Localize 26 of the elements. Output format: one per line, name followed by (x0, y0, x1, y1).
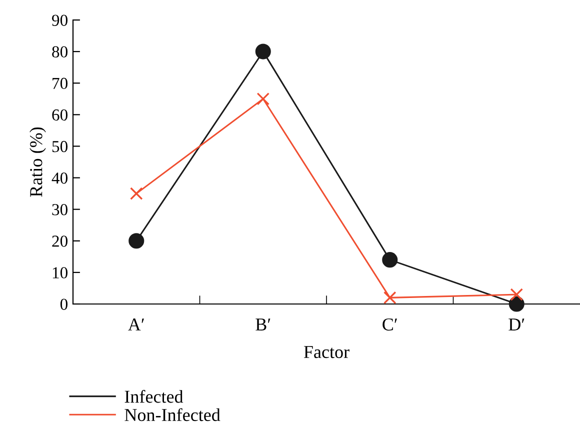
y-tick-label: 80 (52, 46, 68, 58)
y-tick-label: 60 (52, 109, 68, 121)
x-tick-label: D′ (508, 318, 524, 330)
legend-label: Infected (124, 390, 184, 403)
point (383, 291, 396, 304)
x-axis-title: Factor (304, 346, 350, 358)
x-tick-label: A′ (128, 318, 144, 330)
y-tick-label: 70 (52, 78, 68, 90)
point (382, 252, 398, 268)
point (256, 92, 270, 106)
y-axis-title: Ratio (%) (30, 127, 46, 197)
legend-label: Non-Infected (124, 408, 220, 422)
point (255, 44, 271, 60)
y-tick-label: 10 (52, 267, 68, 278)
y-tick-label: 0 (60, 298, 68, 310)
y-tick-label: 50 (52, 140, 68, 152)
y-tick-label: 40 (52, 172, 68, 184)
y-tick-label: 90 (52, 14, 68, 26)
x-tick-label: B′ (256, 318, 270, 330)
point (128, 233, 144, 249)
point (130, 187, 143, 200)
y-tick-label: 20 (52, 236, 68, 247)
point (508, 296, 524, 312)
point (510, 288, 524, 301)
y-tick-label: 30 (52, 204, 68, 216)
x-tick-label: C′ (382, 318, 397, 331)
